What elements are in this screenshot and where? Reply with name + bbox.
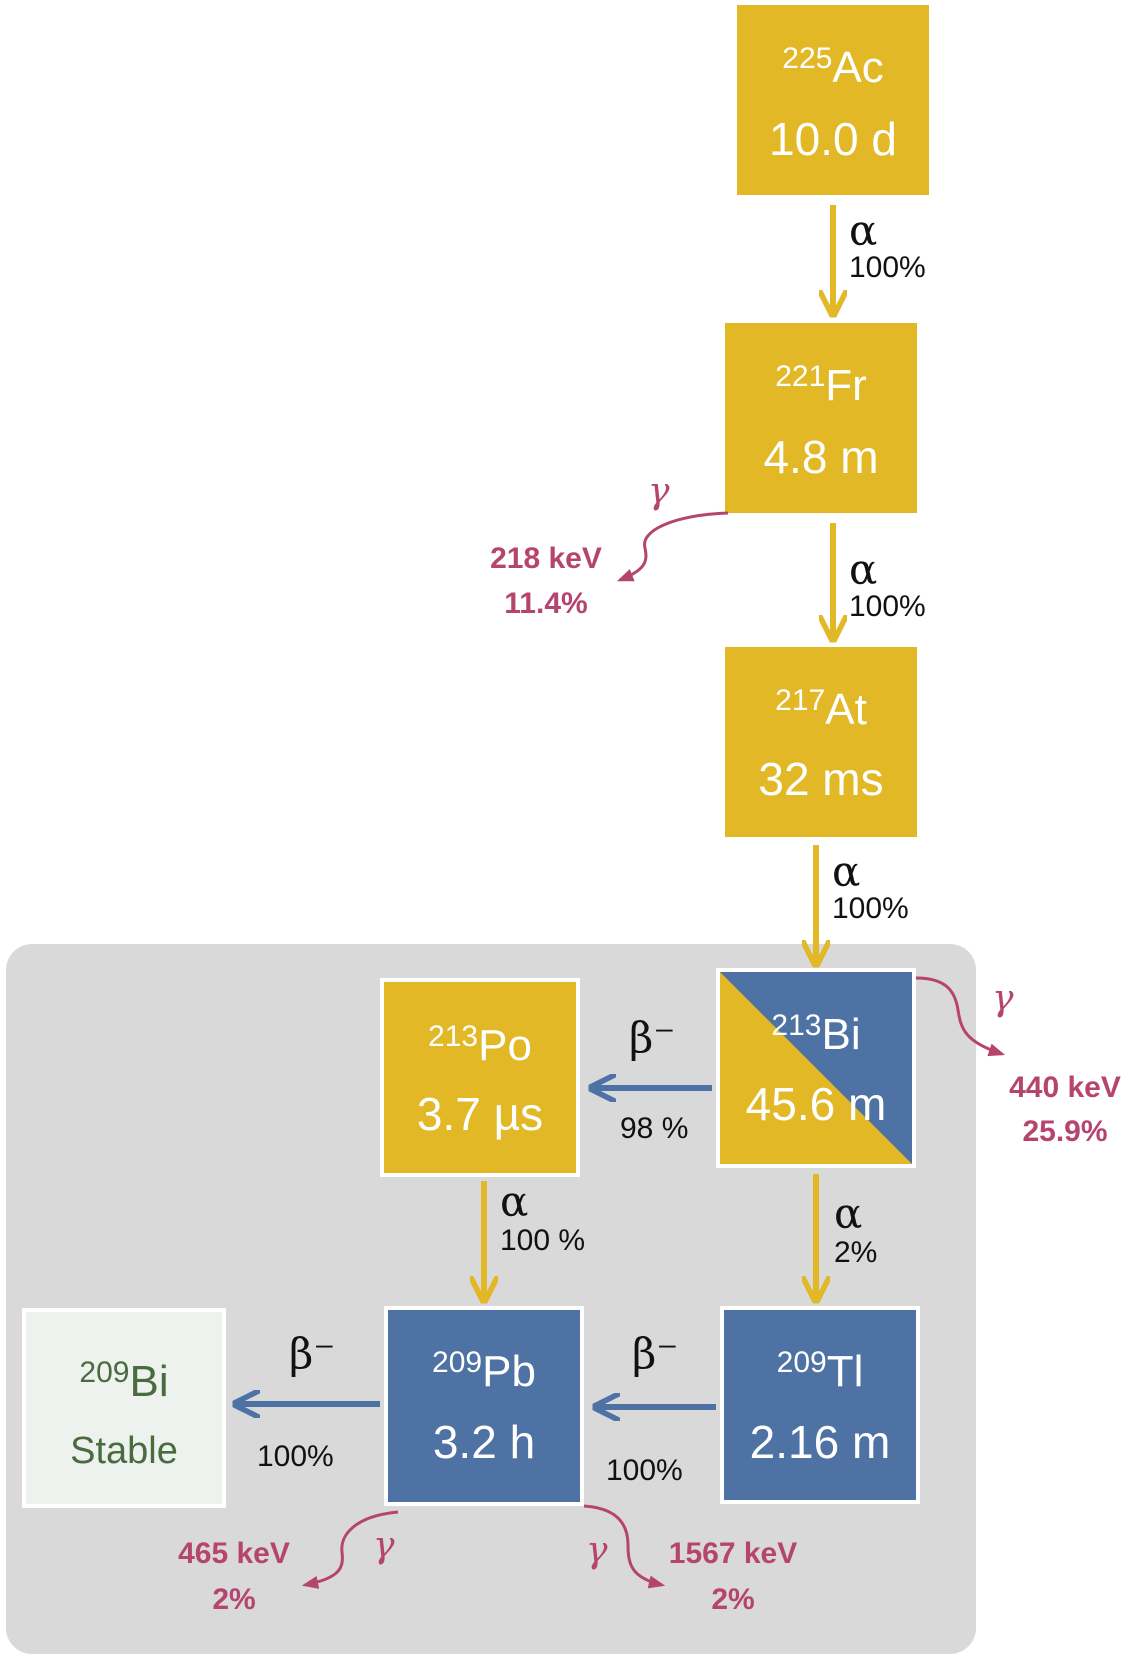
decay-mode-po213-pb209: α — [500, 1177, 528, 1226]
nuclide-box-bi209: 209Bi Stable — [22, 1308, 226, 1508]
gamma-symbol-pb209-left: γ — [373, 1525, 395, 1566]
nuclide-label-ac225: 225Ac — [782, 42, 883, 92]
gamma-symbol-bi213: γ — [992, 978, 1014, 1019]
gamma-energy-bi213: 440 keV — [1009, 1071, 1121, 1104]
nuclide-box-bi213: 213Bi 45.6 m — [716, 968, 916, 1168]
halflife-tl209: 2.16 m — [750, 1416, 891, 1468]
decay-pct-bi213-po213: 98 % — [620, 1112, 688, 1145]
halflife-ac225: 10.0 d — [769, 113, 897, 165]
gamma-energy-pb209-left: 465 keV — [178, 1537, 290, 1570]
decay-mode-pb209-bi209: β⁻ — [289, 1329, 335, 1378]
gamma-arrow-bi213 — [915, 976, 1006, 1057]
decay-pct-at-bi213: 100% — [832, 892, 909, 925]
halflife-bi213: 45.6 m — [746, 1078, 887, 1130]
halflife-bi209: Stable — [70, 1430, 178, 1472]
decay-pct-po213-pb209: 100 % — [500, 1224, 585, 1257]
decay-mode-at-bi213: α — [832, 847, 860, 896]
nuclide-box-fr221: 221Fr 4.8 m — [725, 323, 917, 513]
nuclide-box-tl209: 209Tl 2.16 m — [720, 1306, 920, 1504]
gamma-arrow-pb209-right — [583, 1504, 666, 1589]
nuclide-box-ac225: 225Ac 10.0 d — [737, 5, 929, 195]
gamma-symbol-pb209-right: γ — [586, 1530, 608, 1571]
gamma-pct-pb209-right: 2% — [711, 1583, 754, 1616]
decay-mode-fr-at: α — [849, 545, 877, 594]
halflife-fr221: 4.8 m — [763, 431, 878, 483]
nuclide-box-po213: 213Po 3.7 µs — [380, 978, 580, 1177]
halflife-po213: 3.7 µs — [417, 1088, 543, 1140]
decay-pct-pb209-bi209: 100% — [257, 1440, 334, 1473]
nuclide-label-at217: 217At — [775, 684, 867, 734]
nuclide-label-fr221: 221Fr — [775, 360, 867, 410]
decay-mode-bi213-tl209: α — [834, 1189, 862, 1238]
decay-pct-fr-at: 100% — [849, 590, 926, 623]
gamma-pct-fr221: 11.4% — [504, 587, 587, 620]
gamma-pct-bi213: 25.9% — [1022, 1115, 1107, 1148]
gamma-symbol-fr221: γ — [648, 471, 670, 512]
nuclide-label-pb209: 209Pb — [432, 1346, 536, 1396]
decay-pct-tl209-pb209: 100% — [606, 1454, 683, 1487]
gamma-pct-pb209-left: 2% — [212, 1583, 255, 1616]
decay-mode-bi213-po213: β⁻ — [629, 1013, 675, 1062]
halflife-pb209: 3.2 h — [433, 1416, 535, 1468]
gamma-energy-fr221: 218 keV — [490, 542, 602, 575]
gamma-energy-pb209-right: 1567 keV — [669, 1537, 797, 1570]
nuclide-label-bi209: 209Bi — [79, 1356, 168, 1406]
nuclide-box-at217: 217At 32 ms — [725, 647, 917, 837]
nuclide-label-po213: 213Po — [428, 1020, 532, 1070]
nuclide-label-tl209: 209Tl — [777, 1346, 864, 1396]
decay-mode-ac-fr: α — [849, 206, 877, 255]
decay-mode-tl209-pb209: β⁻ — [632, 1329, 678, 1378]
decay-pct-ac-fr: 100% — [849, 251, 926, 284]
decay-pct-bi213-tl209: 2% — [834, 1236, 877, 1269]
gamma-arrow-fr221 — [616, 511, 729, 582]
gamma-arrow-pb209-left — [301, 1510, 399, 1589]
nuclide-box-pb209: 209Pb 3.2 h — [384, 1306, 584, 1506]
nuclide-label-bi213: 213Bi — [771, 1009, 860, 1059]
halflife-at217: 32 ms — [758, 753, 883, 805]
